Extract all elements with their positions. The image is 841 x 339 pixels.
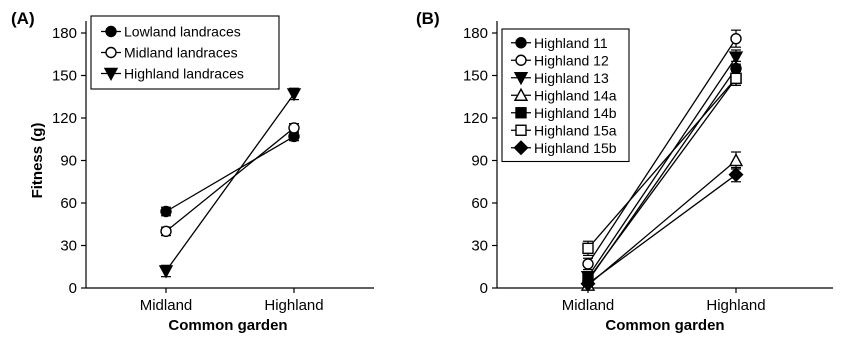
y-tick-label: 150 xyxy=(463,68,488,85)
series-2 xyxy=(158,87,302,279)
legend-box xyxy=(90,15,280,90)
legend: Lowland landraces Midland landraces Highla… xyxy=(90,15,280,90)
data-point xyxy=(160,205,172,218)
y-tick-label: 90 xyxy=(60,153,77,170)
legend-label: Highland 11 xyxy=(534,35,608,51)
data-point xyxy=(288,122,300,134)
y-tick-label: 150 xyxy=(52,68,77,85)
series-line xyxy=(587,77,737,280)
y-tick-label: 180 xyxy=(463,25,488,42)
series-line xyxy=(587,56,737,278)
series-line xyxy=(165,127,295,232)
data-point xyxy=(158,265,174,279)
x-axis-title: Common garden xyxy=(605,317,724,334)
x-axis-title: Common garden xyxy=(168,317,287,334)
series-line xyxy=(587,160,737,286)
data-point xyxy=(730,32,742,45)
data-point xyxy=(730,72,742,85)
legend-label: Highland 14a xyxy=(534,87,617,103)
y-tick-label: 30 xyxy=(471,238,488,255)
legend-label: Highland 15a xyxy=(534,122,617,138)
legend-label: Highland 15b xyxy=(534,140,617,156)
legend-marker xyxy=(103,67,119,81)
series-line xyxy=(587,77,737,249)
legend-marker xyxy=(513,87,529,101)
y-tick-label: 60 xyxy=(60,195,77,212)
data-point xyxy=(728,153,744,167)
y-tick-label: 0 xyxy=(69,280,77,297)
series-0 xyxy=(160,130,300,218)
legend-marker xyxy=(105,25,117,38)
y-tick-label: 30 xyxy=(60,238,77,255)
data-point xyxy=(728,51,744,65)
series-5 xyxy=(582,70,742,257)
series-3 xyxy=(580,151,744,291)
legend-label: Highland 12 xyxy=(534,52,609,68)
data-point xyxy=(286,88,302,102)
series-line xyxy=(165,135,295,213)
y-tick-label: 120 xyxy=(52,110,77,127)
legend-marker xyxy=(513,140,529,156)
panel-label: (B) xyxy=(416,9,440,28)
series-1 xyxy=(160,122,300,238)
x-tick-label: Highland xyxy=(706,297,765,314)
legend-label: Highland landraces xyxy=(124,66,244,82)
y-tick-label: 0 xyxy=(480,280,488,297)
data-point xyxy=(728,167,744,183)
series-line xyxy=(587,38,737,265)
panel-b: (B) 0 30 60 90 120 150 180 Midland Highland Common… xyxy=(416,9,833,334)
panel-a: (A) 0 30 60 90 120 150 180 Midland Highland Common… xyxy=(11,9,374,334)
data-point xyxy=(582,242,594,255)
legend-marker xyxy=(515,37,527,49)
legend-marker xyxy=(515,107,527,119)
legend-label: Midland landraces xyxy=(124,45,238,61)
series-line xyxy=(165,93,295,272)
series-line xyxy=(587,174,737,285)
legend-label: Lowland landraces xyxy=(124,24,241,40)
x-tick-label: Highland xyxy=(264,297,323,314)
legend-label: Highland 14b xyxy=(534,105,617,121)
x-tick-label: Midland xyxy=(562,297,615,314)
y-axis-title: Fitness (g) xyxy=(29,123,46,199)
panel-label: (A) xyxy=(11,9,35,28)
y-tick-label: 120 xyxy=(463,110,488,127)
series-1 xyxy=(582,29,742,271)
y-tick-label: 180 xyxy=(52,25,77,42)
data-point xyxy=(582,258,594,270)
legend-marker xyxy=(515,54,527,66)
legend-marker xyxy=(515,124,527,136)
y-tick-label: 90 xyxy=(471,153,488,170)
legend-label: Highland 13 xyxy=(534,70,609,86)
data-point xyxy=(580,276,596,292)
x-tick-label: Midland xyxy=(140,297,193,314)
series-6 xyxy=(580,166,744,292)
y-tick-label: 60 xyxy=(471,195,488,212)
legend-marker xyxy=(105,46,117,59)
data-point xyxy=(160,225,172,238)
legend-marker xyxy=(513,72,529,86)
